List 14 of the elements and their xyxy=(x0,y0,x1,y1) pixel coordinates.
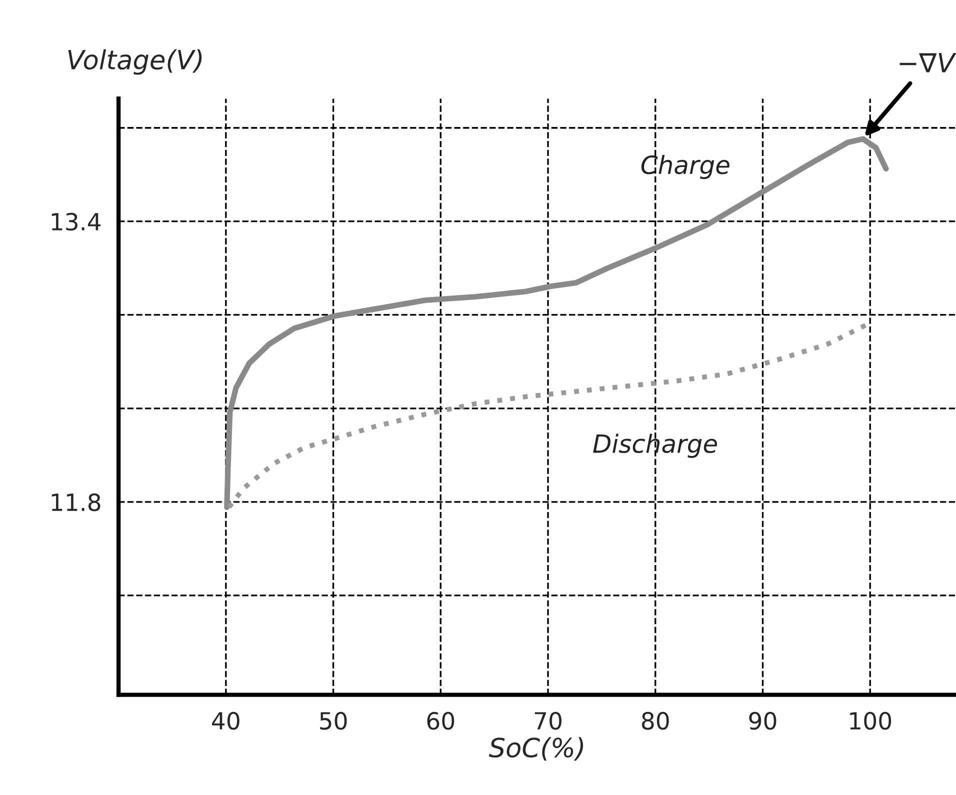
y-tick-label: 11.8 xyxy=(52,493,100,512)
x-tick-label: 50 xyxy=(320,712,347,730)
series-label: Discharge xyxy=(593,434,717,458)
x-axis-title: SoC(%) xyxy=(488,737,584,761)
series-label: Charge xyxy=(641,154,730,180)
x-tick-label: 90 xyxy=(749,712,776,730)
y-tick-label: 13.4 xyxy=(52,212,101,231)
x-tick-label: 60 xyxy=(427,712,454,730)
x-tick-label: 70 xyxy=(534,712,562,730)
x-tick-label: 100 xyxy=(850,712,892,730)
y-axis-title: Voltage(V) xyxy=(68,49,202,75)
annotation: −∇V xyxy=(900,53,956,72)
x-tick-label: 40 xyxy=(212,712,240,730)
x-tick-label: 80 xyxy=(642,712,669,730)
